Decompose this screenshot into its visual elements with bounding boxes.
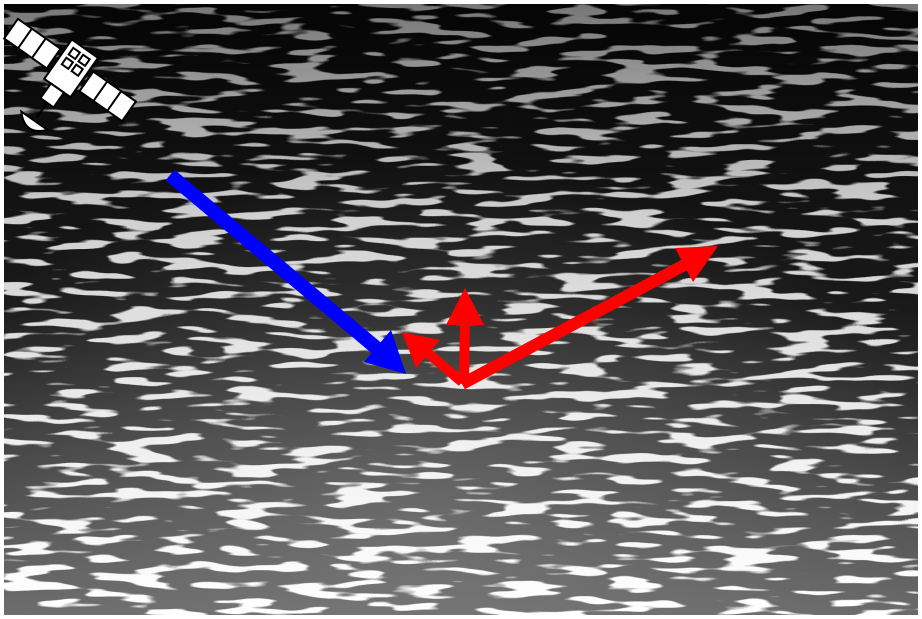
scene (0, 0, 922, 619)
page (0, 0, 922, 619)
